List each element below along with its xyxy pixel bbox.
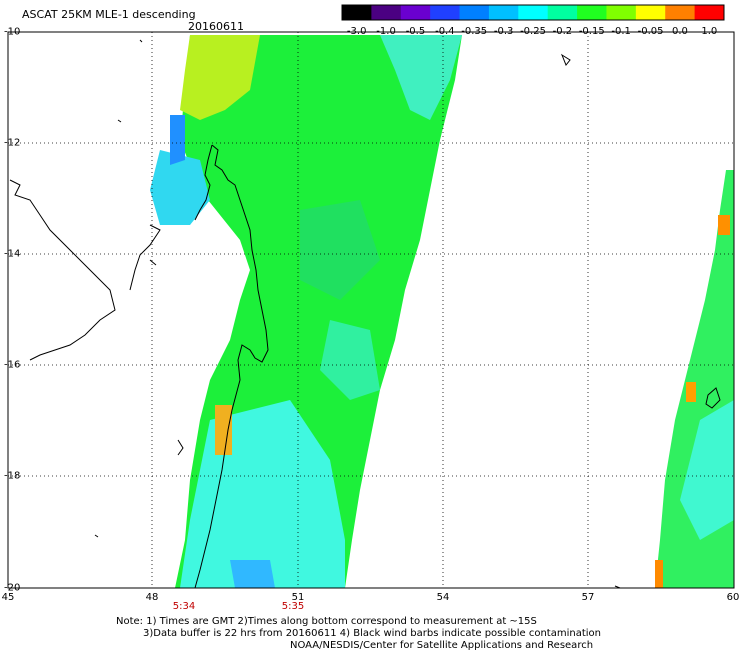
- longitude-label: 60: [726, 592, 740, 603]
- swath-green-patch: [300, 200, 380, 300]
- island-dot-1: [94, 534, 99, 538]
- swath-blue-patch: [170, 115, 185, 165]
- comoros-2: [149, 259, 157, 266]
- note-line-2: 3)Data buffer is 22 hrs from 20160611 4)…: [143, 628, 601, 639]
- colorbar-tick-label: -0.25: [520, 26, 546, 37]
- latitude-label: -14: [4, 248, 21, 260]
- swath-cyan-patch-top: [380, 35, 462, 120]
- colorbar-segment: [635, 5, 666, 20]
- swath-yellow-patch: [180, 35, 260, 120]
- right-swath: [655, 170, 734, 588]
- colorbar-tick-label: 1.0: [701, 26, 718, 37]
- latitude-label: -12: [4, 137, 21, 149]
- comoros-3: [177, 439, 184, 456]
- mauritius-outline: [705, 387, 721, 409]
- colorbar-segment: [342, 5, 372, 20]
- seychelles-dot: [560, 53, 571, 66]
- madagascar-coast: [194, 144, 269, 589]
- latitude-label: -20: [4, 582, 21, 594]
- colorbar-tick-label: -0.4: [435, 26, 455, 37]
- colorbar-tick-label: -0.35: [461, 26, 488, 37]
- colorbar-segment: [518, 5, 549, 20]
- comoros-1: [117, 119, 122, 123]
- swath-orange-patch: [215, 405, 232, 455]
- grid: [8, 32, 734, 588]
- map-title: ASCAT 25KM MLE-1 descending: [22, 8, 196, 21]
- right-swath-orange-mid: [686, 382, 696, 402]
- note-line-1: Note: 1) Times are GMT 2)Times along bot…: [116, 616, 537, 627]
- colorbar-segment: [430, 5, 461, 20]
- swath-cyan-patch-west: [150, 150, 210, 225]
- time-label: 5:34: [172, 601, 196, 612]
- latitude-label: -18: [4, 470, 21, 482]
- longitude-label: 48: [145, 592, 159, 603]
- map-date: 20160611: [188, 20, 244, 33]
- colorbar-segment: [606, 5, 637, 20]
- swath-blue-patch-south: [230, 560, 275, 588]
- colorbar-segment: [488, 5, 519, 20]
- colorbar-segment: [694, 5, 725, 20]
- colorbar-tick-label: 0.0: [671, 26, 688, 37]
- longitude-label: 45: [1, 592, 15, 603]
- colorbar-tick-label: -0.2: [552, 26, 573, 37]
- longitude-label: 51: [291, 592, 305, 603]
- island-dot-3: [139, 39, 143, 43]
- longitude-label: 57: [581, 592, 595, 603]
- main-swath: [150, 35, 462, 588]
- madagascar-north-tip: [194, 144, 213, 221]
- right-swath-orange-top: [718, 215, 730, 235]
- colorbar-segment: [665, 5, 696, 20]
- colorbar-tick-label: -0.3: [493, 26, 514, 37]
- colorbar-tick-label: -1.0: [376, 26, 396, 37]
- latitude-label: -16: [4, 359, 21, 371]
- swath-cyan-green-patch: [320, 320, 380, 400]
- colorbar: [341, 4, 725, 21]
- colorbar-segment: [547, 5, 578, 20]
- colorbar-tick-label: -0.15: [578, 26, 605, 37]
- island-dot-2: [614, 585, 621, 589]
- note-line-3: NOAA/NESDIS/Center for Satellite Applica…: [290, 640, 594, 651]
- colorbar-segment: [371, 5, 402, 20]
- map-frame: [7, 31, 735, 589]
- colorbar-tick-label: -3.0: [346, 26, 367, 37]
- colorbar-tick-label: -0.05: [637, 26, 664, 37]
- time-label: 5:35: [281, 601, 305, 612]
- colorbar-tick-label: -0.1: [611, 26, 631, 37]
- colorbar-segment: [577, 5, 607, 20]
- colorbar-frame: [341, 4, 725, 21]
- africa-northeast-coast: [129, 224, 161, 291]
- longitude-label: 54: [436, 592, 450, 603]
- right-swath-orange-bottom: [655, 560, 663, 588]
- right-swath-cyan: [680, 400, 734, 540]
- latitude-label: -10: [4, 26, 21, 38]
- colorbar-segment: [400, 5, 431, 20]
- colorbar-segment: [459, 5, 490, 20]
- colorbar-tick-label: -0.5: [405, 26, 426, 37]
- mozambique-coast: [9, 179, 116, 361]
- coastlines: [9, 39, 721, 589]
